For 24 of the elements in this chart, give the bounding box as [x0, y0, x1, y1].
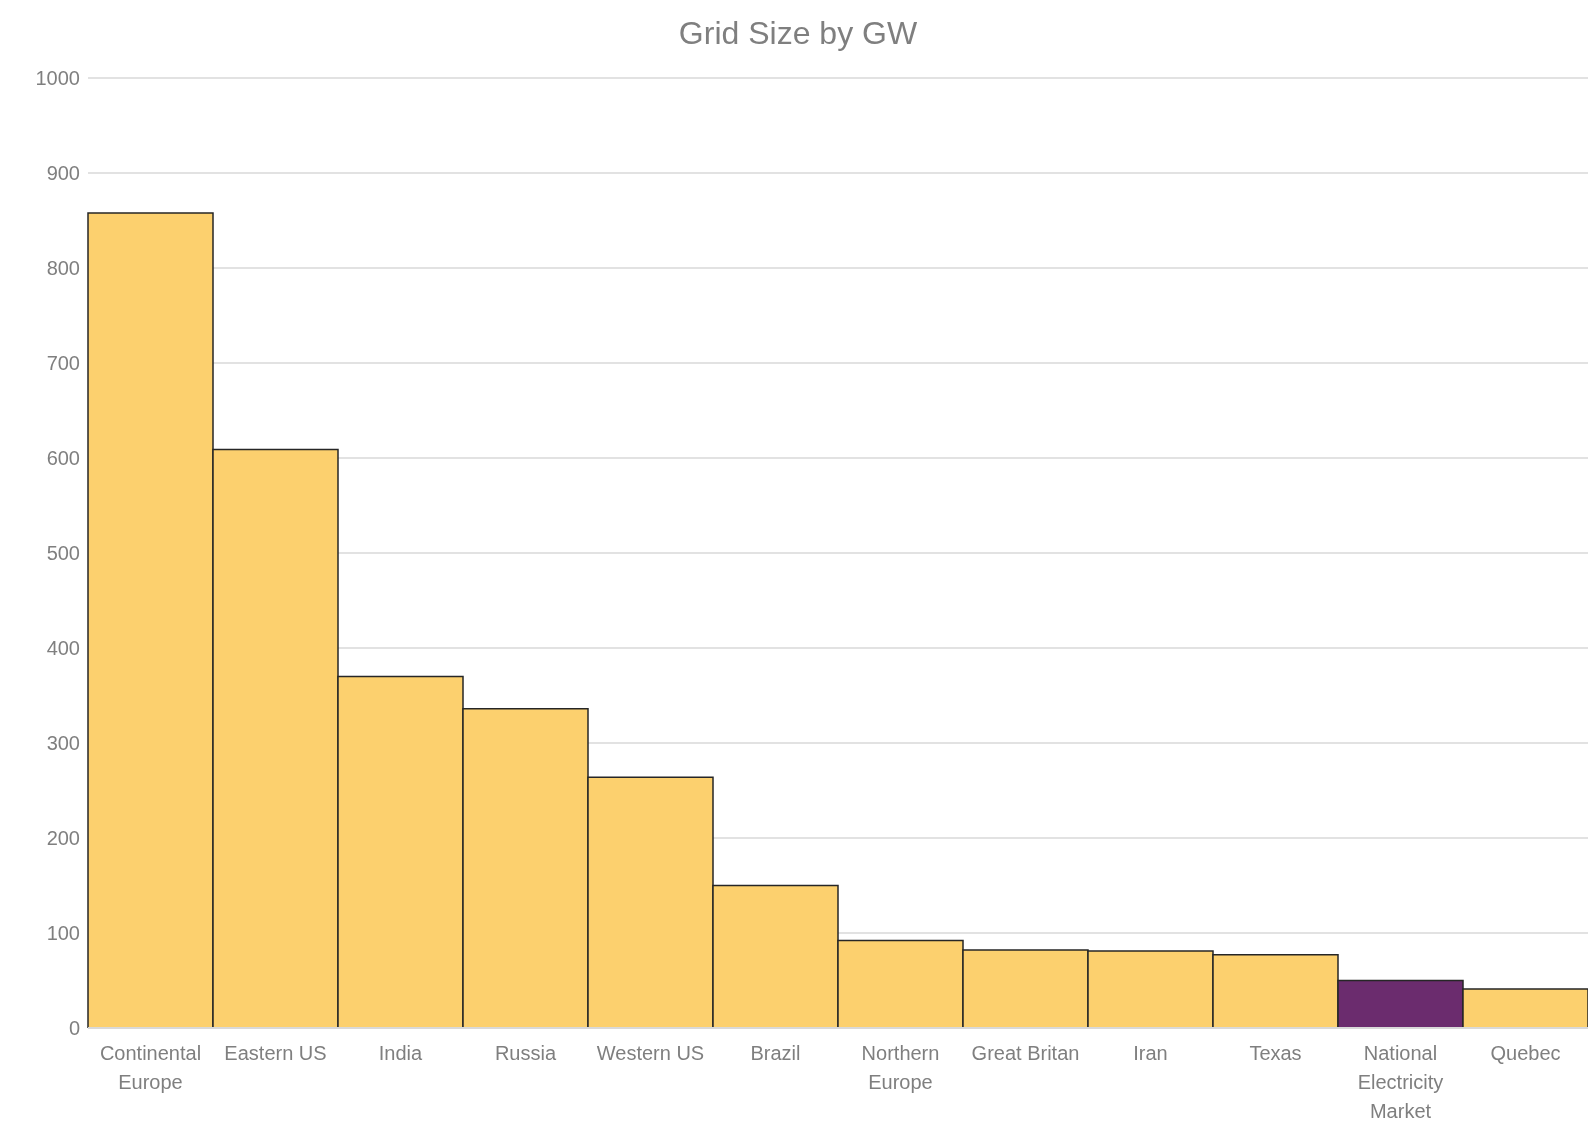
x-tick-label: Eastern US: [224, 1042, 327, 1064]
y-tick-label: 100: [46, 922, 80, 945]
x-tick-label: Great Britan: [971, 1042, 1080, 1064]
x-tick-label: Western US: [596, 1042, 705, 1064]
y-tick-label: 600: [46, 447, 80, 470]
x-tick-label: Russia: [494, 1042, 557, 1064]
y-tick-label: 0: [68, 1017, 80, 1040]
y-tick-label: 200: [46, 827, 80, 850]
x-tick-label: Texas: [1249, 1042, 1302, 1064]
x-tick-label: Iran: [1133, 1042, 1168, 1064]
x-tick-label: Brazil: [750, 1042, 801, 1064]
y-tick-label: 500: [46, 542, 80, 565]
y-tick-label: 700: [46, 352, 80, 375]
y-tick-label: 900: [46, 162, 80, 185]
y-tick-label: 1000: [35, 67, 80, 90]
x-tick-label: India: [378, 1042, 424, 1064]
x-tick-label: National Electricity Market: [1357, 1042, 1444, 1122]
chart-title: Grid Size by GW: [677, 14, 919, 53]
y-tick-label: 800: [46, 257, 80, 280]
x-tick-label: Quebec: [1490, 1042, 1561, 1064]
y-tick-label: 300: [46, 732, 80, 755]
x-tick-label: Continental Europe: [99, 1042, 202, 1093]
y-tick-label: 400: [46, 637, 80, 660]
x-tick-label: Northern Europe: [861, 1042, 940, 1093]
